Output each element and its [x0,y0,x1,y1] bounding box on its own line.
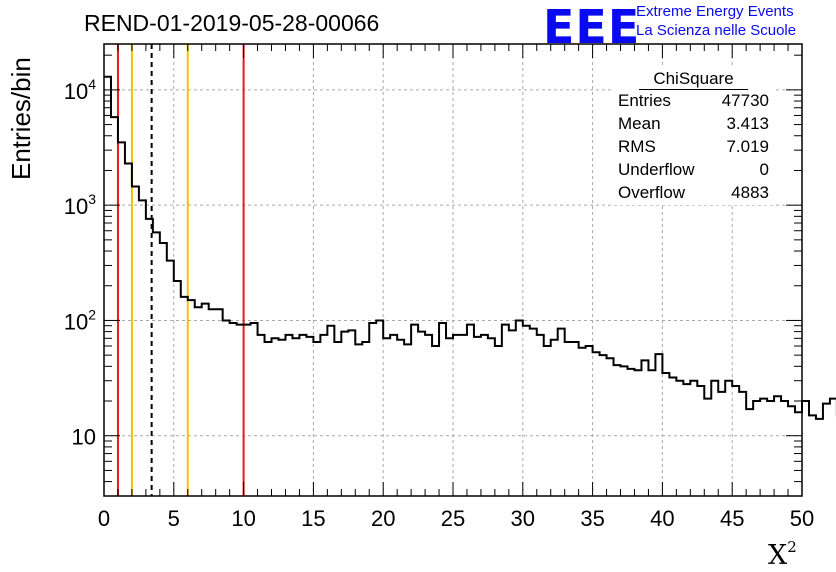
eee-logo: EEE [543,0,641,54]
x-tick-label: 25 [441,506,465,531]
x-tick-label: 40 [650,506,674,531]
x-tick-label: 0 [98,506,110,531]
x-tick-label: 45 [720,506,744,531]
x-tick-label: 30 [511,506,535,531]
x-tick-label: 5 [168,506,180,531]
stats-row-entries: Entries 47730 [618,91,769,110]
logo-line-1: Extreme Energy Events [636,3,794,20]
x-tick-label: 50 [790,506,814,531]
stats-box: ChiSquare Entries 47730 Mean 3.413 RMS 7.01… [611,67,776,205]
x-tick-label: 35 [580,506,604,531]
x-tick-label: 15 [301,506,325,531]
stats-title: ChiSquare [611,67,776,91]
histogram-series [104,75,836,420]
logo-line-2: La Scienza nelle Scuole [636,22,797,39]
y-tick-label: 104 [64,76,96,104]
stats-row-mean: Mean 3.413 [618,114,769,133]
x-axis-label-superscript: 2 [787,538,797,556]
y-tick-label: 103 [64,191,96,219]
x-axis-label: X2 [768,538,797,571]
stats-row-overflow: Overflow 4883 [618,183,769,202]
x-axis-label-text: X [768,540,788,571]
chart-title: REND-01-2019-05-28-00066 [84,10,380,36]
x-tick-label: 20 [371,506,395,531]
stats-row-rms: RMS 7.019 [618,137,769,156]
x-tick-label: 10 [231,506,255,531]
stats-row-underflow: Underflow 0 [618,160,769,179]
y-tick-label: 10 [72,425,96,450]
y-tick-label: 102 [64,306,96,334]
